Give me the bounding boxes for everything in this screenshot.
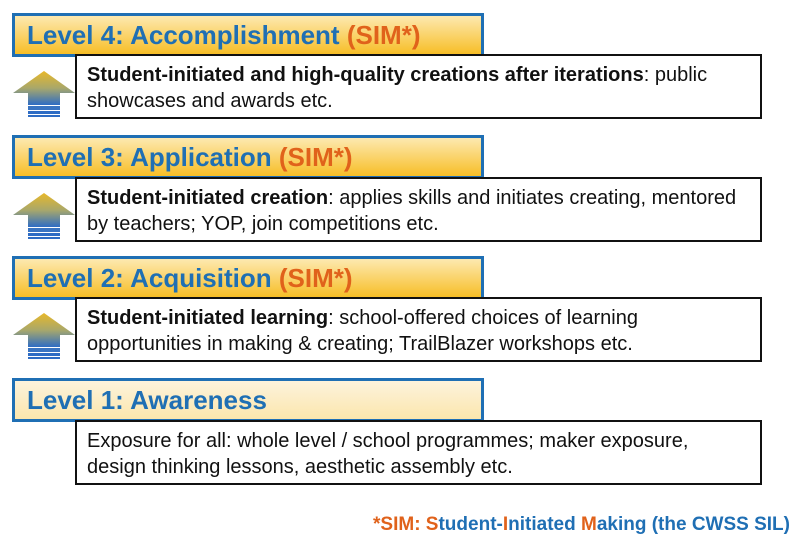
level-3-sim-tag: (SIM*) [278, 142, 353, 172]
up-arrow-icon [13, 193, 75, 239]
level-4-title: Level 4: Accomplishment (SIM*) [12, 13, 484, 57]
up-arrow-icon [13, 313, 75, 359]
level-3-description: Student-initiated creation: applies skil… [75, 177, 762, 242]
footnote-part: tudent- [438, 514, 503, 535]
level-3-title: Level 3: Application (SIM*) [12, 135, 484, 179]
level-3-title-text: Level 3: Application [27, 142, 272, 172]
level-4-sim-tag: (SIM*) [346, 20, 421, 50]
up-arrow-icon [13, 71, 75, 117]
footnote-part: S [425, 514, 439, 535]
level-4-title-text: Level 4: Accomplishment [27, 20, 340, 50]
level-3-desc-bold: Student-initiated creation [87, 187, 329, 209]
level-2-description: Student-initiated learning: school-offer… [75, 297, 762, 362]
level-1-title: Level 1: Awareness [12, 378, 484, 422]
level-4-desc-rest: : public showcases and awards etc. [87, 64, 708, 112]
footnote-part: *SIM: [373, 514, 426, 535]
footnote-part: nitiated [508, 514, 581, 535]
level-4-desc-bold: Student-initiated and high-quality creat… [87, 64, 644, 86]
level-2-title-text: Level 2: Acquisition [27, 263, 272, 293]
level-2-title: Level 2: Acquisition (SIM*) [12, 256, 484, 300]
level-1-title-text: Level 1: Awareness [27, 385, 267, 415]
level-1-description: Exposure for all: whole level / school p… [75, 420, 762, 485]
level-3-desc-rest: : applies skills and initiates creating,… [87, 187, 737, 235]
level-1-desc-text: Exposure for all: whole level / school p… [87, 430, 689, 478]
footnote-part: I [502, 514, 509, 535]
level-2-sim-tag: (SIM*) [278, 263, 353, 293]
level-2-desc-rest: : school-offered choices of learning opp… [87, 307, 638, 355]
level-4-description: Student-initiated and high-quality creat… [75, 54, 762, 119]
sim-footnote: *SIM: Student-Initiated Making (the CWSS… [373, 514, 790, 536]
footnote-part: aking (the CWSS SIL) [596, 514, 790, 535]
footnote-part: M [580, 514, 597, 535]
level-2-desc-bold: Student-initiated learning [87, 307, 329, 329]
